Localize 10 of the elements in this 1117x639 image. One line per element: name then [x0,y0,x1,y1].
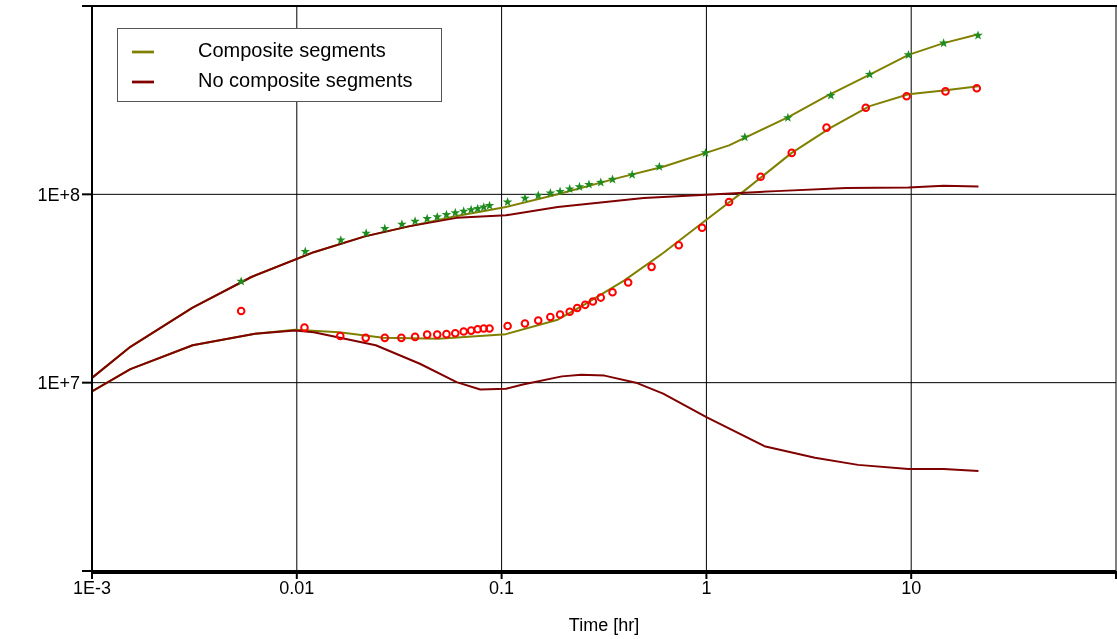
legend-label: Composite segments [198,39,386,61]
x-tick-label: 1E-3 [72,577,112,598]
x-tick-label: 0.01 [279,577,315,598]
x-tick-label: 10 [901,577,922,598]
x-tick-label: 1 [701,577,712,598]
legend-label: No composite segments [198,69,413,91]
y-tick-label: 1E+8 [37,184,80,205]
x-tick-label: 0.1 [489,577,515,598]
y-tick-label: 1E+7 [37,373,80,394]
x-axis-title: Time [hr] [568,615,640,635]
